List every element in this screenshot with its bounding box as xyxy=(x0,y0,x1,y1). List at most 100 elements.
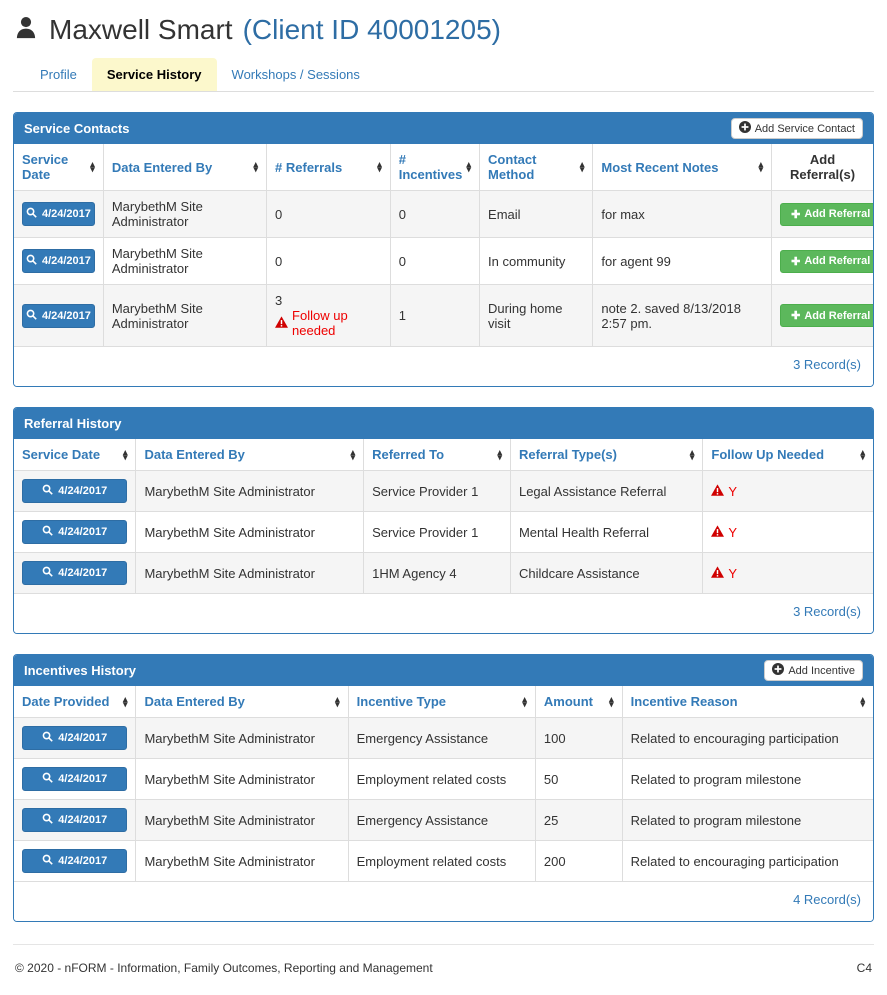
col-data-entered-by[interactable]: Data Entered By ▴ ▾ xyxy=(102,143,268,191)
col-data-entered-by[interactable]: Data Entered By ▴ ▾ xyxy=(135,685,349,718)
tab-workshops-sessions[interactable]: Workshops / Sessions xyxy=(231,67,360,82)
service-contacts-table: Service Date ▴ ▾ Data Entered By ▴ ▾ # Refer… xyxy=(14,143,873,347)
contact-method-cell: During home visit xyxy=(479,284,594,347)
table-row: 4/24/2017 MarybethM Site Administrator 1… xyxy=(14,552,873,594)
client-id-label: (Client ID 40001205) xyxy=(242,14,501,45)
col-data-entered-by[interactable]: Data Entered By ▴ ▾ xyxy=(135,438,365,471)
incentive-type-cell: Employment related costs xyxy=(347,758,536,800)
incentive-reason-cell: Related to program milestone xyxy=(621,799,873,841)
page-footer: © 2020 - nFORM - Information, Family Out… xyxy=(13,944,874,995)
sort-icon: ▴ ▾ xyxy=(466,159,472,174)
sort-icon: ▴ ▾ xyxy=(497,446,502,462)
view-referral-button[interactable]: 4/24/2017 xyxy=(22,520,128,544)
col-date-provided[interactable]: Date Provided ▴ ▾ xyxy=(14,685,137,718)
copyright-text: © 2020 - nFORM - Information, Family Out… xyxy=(15,961,433,975)
add-incentive-button[interactable]: Add Incentive xyxy=(764,660,863,681)
tab-profile[interactable]: Profile xyxy=(40,67,77,82)
table-row: 4/24/2017 MarybethM Site Administrator E… xyxy=(14,758,873,800)
add-referral-button[interactable]: ✚ Add Referral xyxy=(780,249,872,273)
referred-to-cell: Service Provider 1 xyxy=(363,511,511,553)
col-follow-up-needed[interactable]: Follow Up Needed ▴ ▾ xyxy=(702,438,873,471)
entered-by-cell: MarybethM Site Administrator xyxy=(135,470,365,512)
referrals-cell: 0 xyxy=(266,237,391,285)
referred-to-cell: Service Provider 1 xyxy=(363,470,511,512)
col-num-referrals[interactable]: # Referrals ▴ ▾ xyxy=(266,143,391,191)
entered-by-cell: MarybethM Site Administrator xyxy=(102,284,268,347)
incentives-history-title: Incentives History xyxy=(24,663,136,678)
warning-icon xyxy=(711,483,725,499)
entered-by-cell: MarybethM Site Administrator xyxy=(135,511,365,553)
col-referral-types[interactable]: Referral Type(s) ▴ ▾ xyxy=(509,438,704,471)
view-incentive-button[interactable]: 4/24/2017 xyxy=(22,849,128,873)
user-icon xyxy=(13,15,39,46)
col-num-incentives[interactable]: # Incentives ▴ ▾ xyxy=(389,143,481,191)
entered-by-cell: MarybethM Site Administrator xyxy=(102,190,268,238)
incentives-history-record-count: 4 Record(s) xyxy=(14,881,873,921)
tab-bar: Profile Service History Workshops / Sess… xyxy=(13,58,874,92)
col-amount[interactable]: Amount ▴ ▾ xyxy=(534,685,623,718)
search-icon xyxy=(42,731,54,745)
col-incentive-reason[interactable]: Incentive Reason ▴ ▾ xyxy=(621,685,873,718)
sort-icon: ▴ ▾ xyxy=(122,693,128,709)
col-contact-method[interactable]: Contact Method ▴ ▾ xyxy=(479,143,594,191)
col-service-date[interactable]: Service Date ▴ ▾ xyxy=(14,438,137,471)
sort-icon: ▴ ▾ xyxy=(758,159,764,174)
sort-icon: ▴ ▾ xyxy=(90,159,95,174)
sort-icon: ▴ ▾ xyxy=(860,693,865,709)
view-incentive-button[interactable]: 4/24/2017 xyxy=(22,808,128,832)
sort-icon: ▴ ▾ xyxy=(860,446,865,462)
notes-cell: for agent 99 xyxy=(592,237,773,285)
referral-history-heading: Referral History xyxy=(14,408,873,439)
add-service-contact-button[interactable]: Add Service Contact xyxy=(730,118,863,139)
incentives-history-heading: Incentives History Add Incentive xyxy=(14,655,873,686)
referral-history-table: Service Date ▴ ▾ Data Entered By ▴ ▾ Referre… xyxy=(14,438,873,594)
view-referral-button[interactable]: 4/24/2017 xyxy=(22,479,128,503)
referral-type-cell: Mental Health Referral xyxy=(509,511,704,553)
table-row: 4/24/2017 MarybethM Site Administrator S… xyxy=(14,470,873,512)
view-service-contact-button[interactable]: 4/24/2017 xyxy=(22,303,95,328)
sort-icon: ▴ ▾ xyxy=(609,693,614,709)
view-service-contact-button[interactable]: 4/24/2017 xyxy=(22,202,95,226)
notes-cell: note 2. saved 8/13/2018 2:57 pm. xyxy=(592,284,773,347)
tab-service-history[interactable]: Service History xyxy=(91,58,217,91)
view-service-contact-button[interactable]: 4/24/2017 xyxy=(22,249,95,273)
follow-up-cell: Y xyxy=(702,470,873,512)
referrals-cell: 0 xyxy=(266,190,391,238)
follow-up-cell: Y xyxy=(702,511,873,553)
entered-by-cell: MarybethM Site Administrator xyxy=(135,840,349,882)
add-referral-button[interactable]: ✚ Add Referral xyxy=(780,202,872,226)
view-incentive-button[interactable]: 4/24/2017 xyxy=(22,726,128,750)
col-most-recent-notes[interactable]: Most Recent Notes ▴ ▾ xyxy=(592,143,773,191)
plus-circle-icon xyxy=(772,663,785,678)
service-contacts-heading: Service Contacts Add Service Contact xyxy=(14,113,873,144)
contact-method-cell: In community xyxy=(479,237,594,285)
service-contacts-panel: Service Contacts Add Service Contact Ser… xyxy=(13,112,874,387)
plus-icon: ✚ xyxy=(791,310,801,322)
search-icon xyxy=(42,484,54,498)
sort-icon: ▴ ▾ xyxy=(350,446,356,462)
amount-cell: 50 xyxy=(534,758,623,800)
view-referral-button[interactable]: 4/24/2017 xyxy=(22,561,128,585)
entered-by-cell: MarybethM Site Administrator xyxy=(135,799,349,841)
col-referred-to[interactable]: Referred To ▴ ▾ xyxy=(363,438,511,471)
referred-to-cell: 1HM Agency 4 xyxy=(363,552,511,594)
entered-by-cell: MarybethM Site Administrator xyxy=(135,758,349,800)
incentives-history-panel: Incentives History Add Incentive Date Pr… xyxy=(13,654,874,922)
warning-icon xyxy=(275,315,289,331)
notes-cell: for max xyxy=(592,190,773,238)
plus-circle-icon xyxy=(738,121,751,136)
col-service-date[interactable]: Service Date ▴ ▾ xyxy=(14,143,104,191)
page-title: Maxwell Smart xyxy=(49,14,233,45)
view-incentive-button[interactable]: 4/24/2017 xyxy=(22,767,128,791)
col-incentive-type[interactable]: Incentive Type ▴ ▾ xyxy=(347,685,536,718)
amount-cell: 100 xyxy=(534,717,623,759)
search-icon xyxy=(42,525,54,539)
warning-icon xyxy=(711,565,725,581)
amount-cell: 25 xyxy=(534,799,623,841)
incentive-type-cell: Emergency Assistance xyxy=(347,717,536,759)
referrals-cell: 3 Follow up needed xyxy=(266,284,391,347)
entered-by-cell: MarybethM Site Administrator xyxy=(135,717,349,759)
incentives-history-table: Date Provided ▴ ▾ Data Entered By ▴ ▾ Incent… xyxy=(14,685,873,882)
add-referral-button[interactable]: ✚ Add Referral xyxy=(780,304,872,327)
incentive-type-cell: Emergency Assistance xyxy=(347,799,536,841)
